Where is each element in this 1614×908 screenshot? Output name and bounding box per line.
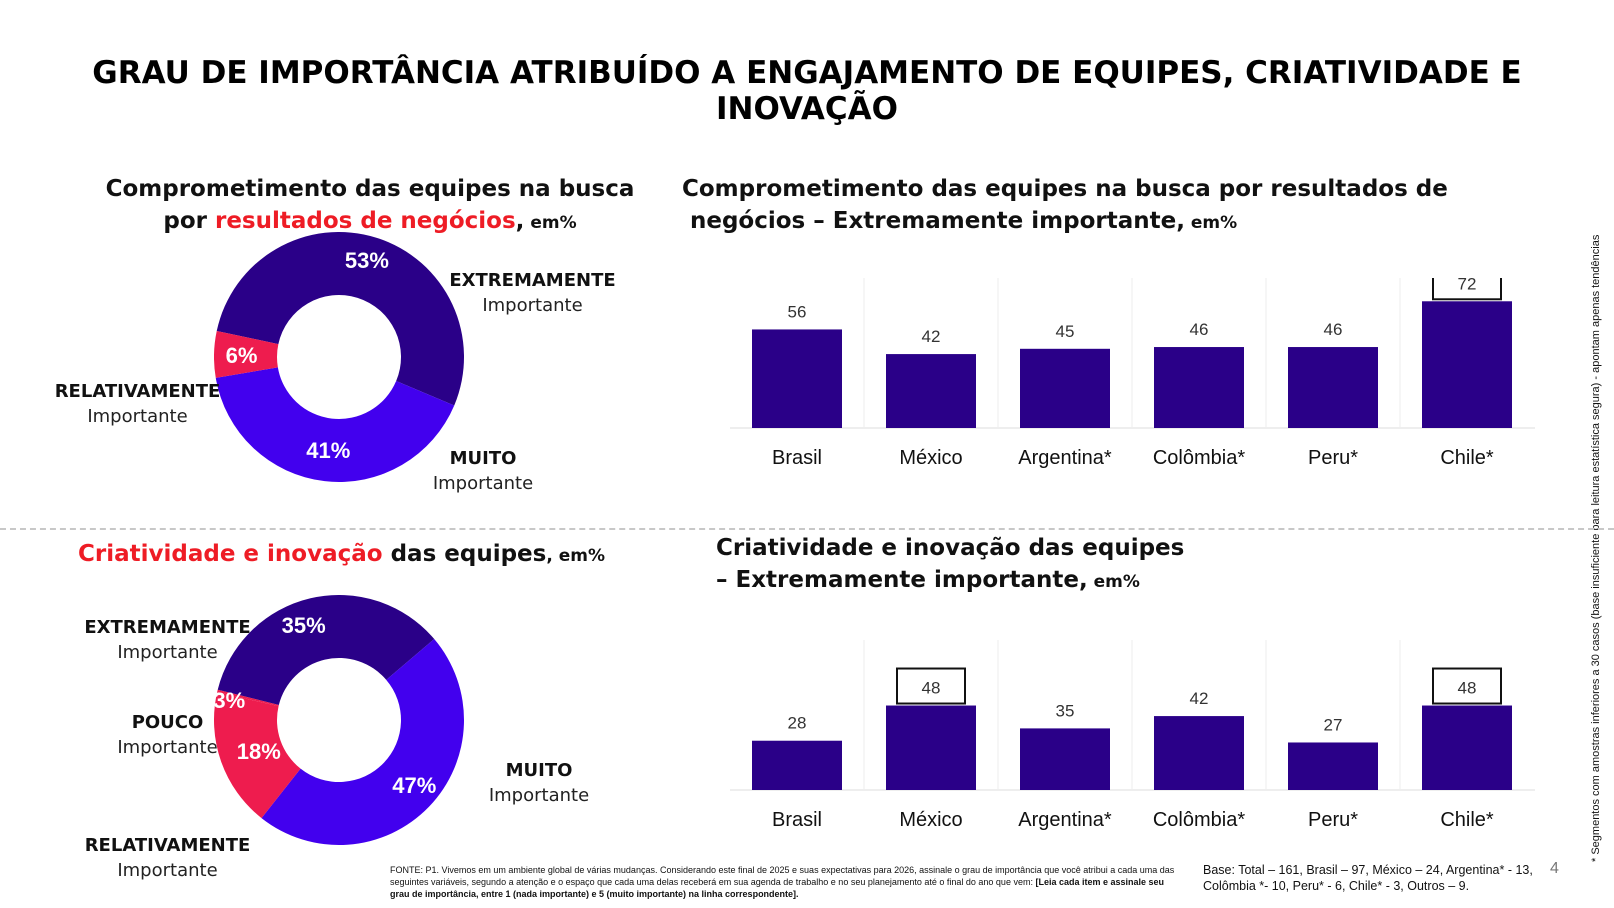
bars1-title-line1: Comprometimento das equipes na busca por… xyxy=(682,176,1448,202)
donut2-slice-2 xyxy=(214,692,301,819)
bars2-title-line2: – Extremamente importante, em% xyxy=(716,567,1140,593)
donut2-slice-3 xyxy=(217,689,279,707)
bars2-title: Criatividade e inovação das equipes – Ex… xyxy=(716,532,1516,598)
bars2-bar-4 xyxy=(1288,742,1378,790)
bars2-bar-5 xyxy=(1422,705,1512,790)
bars1-category-label-1: México xyxy=(899,447,962,469)
bars1-highlight-box-5 xyxy=(1432,278,1502,301)
donut2-slice-label-3: 0,3% xyxy=(214,688,245,713)
donut1-slice-label-2: 6% xyxy=(226,343,258,368)
donut1-slice-2 xyxy=(214,331,279,378)
bars2-category-label-1: México xyxy=(899,809,962,831)
bars1-title-line2: negócios – Extremamente importante, em% xyxy=(690,208,1238,234)
bars1-category-label-0: Brasil xyxy=(772,447,822,469)
donut1-title-highlight: resultados de negócios xyxy=(214,208,516,234)
bars2-category-label-0: Brasil xyxy=(772,809,822,831)
bars1-bar-4 xyxy=(1288,347,1378,428)
bars1-bar-2 xyxy=(1020,348,1110,428)
donut2-slice-label-0: 35% xyxy=(282,613,326,638)
donut1-slice-1 xyxy=(215,367,455,482)
donut1-title-line2: por resultados de negócios, em% xyxy=(163,208,577,234)
bars2-value-label-1: 48 xyxy=(922,679,941,698)
bars1-chart: 56 Brasil 42 México 45 Argentina* 46 Colômbia* 4… xyxy=(730,278,1535,469)
donut1-slice-0 xyxy=(216,232,464,406)
bars2-value-label-4: 27 xyxy=(1324,715,1343,734)
bars2-bar-3 xyxy=(1154,716,1244,790)
bars1-title: Comprometimento das equipes na busca por… xyxy=(682,173,1522,239)
bars2-bar-2 xyxy=(1020,728,1110,790)
donut1-label-muito: MUITO Importante xyxy=(432,448,534,494)
section-divider xyxy=(0,528,1614,530)
donut1-title-line1: Comprometimento das equipes na busca xyxy=(105,176,635,202)
bars2-bar-1 xyxy=(886,705,976,790)
side-note: * Segmentos com amostras inferiores a 30… xyxy=(1590,234,1602,862)
base-note: Base: Total – 161, Brasil – 97, México –… xyxy=(1203,863,1533,893)
donut1-chart: 53% 41% 6% xyxy=(214,232,464,482)
bars1-bar-1 xyxy=(886,354,976,428)
bars2-highlight-box-1 xyxy=(896,667,966,705)
bars1-value-label-5: 72 xyxy=(1458,278,1477,293)
bars1-category-label-3: Colômbia* xyxy=(1153,447,1245,469)
donut2-label-relativamente: RELATIVAMENTE Importante xyxy=(84,835,251,881)
donut1-slice-label-0: 53% xyxy=(345,248,389,273)
bars1-bar-0 xyxy=(752,329,842,428)
source-footnote: FONTE: P1. Vivemos em um ambiente global… xyxy=(390,865,1175,899)
donut2-slice-1 xyxy=(261,639,465,846)
donut1-slice-label-1: 41% xyxy=(306,438,350,463)
bars1-category-label-4: Peru* xyxy=(1308,447,1358,469)
donut2-label-extremamente: EXTREMAMENTE Importante xyxy=(84,617,251,663)
bars2-category-label-5: Chile* xyxy=(1440,809,1494,831)
donut2-slice-0 xyxy=(217,595,435,706)
page-title: GRAU DE IMPORTÂNCIA ATRIBUÍDO A ENGAJAME… xyxy=(92,55,1522,127)
donut1-label-relativamente: RELATIVAMENTE Importante xyxy=(54,381,221,427)
donut1-title: Comprometimento das equipes na busca por… xyxy=(70,173,670,239)
bars1-bar-5 xyxy=(1422,301,1512,428)
donut2-slice-label-2: 18% xyxy=(237,739,281,764)
bars2-chart: 28 Brasil 48 México 35 Argentina* 42 Colômbia* 2… xyxy=(730,640,1535,831)
bars1-value-label-2: 45 xyxy=(1056,322,1075,341)
bars2-title-line1: Criatividade e inovação das equipes xyxy=(716,535,1185,561)
bars2-value-label-3: 42 xyxy=(1190,689,1209,708)
bars2-highlight-box-5 xyxy=(1432,667,1502,705)
bars2-value-label-0: 28 xyxy=(788,714,807,733)
bars2-value-label-5: 48 xyxy=(1458,679,1477,698)
bars1-category-label-2: Argentina* xyxy=(1018,447,1112,469)
bars2-value-label-2: 35 xyxy=(1056,701,1075,720)
donut2-label-pouco: POUCO Importante xyxy=(117,712,218,758)
bars1-value-label-0: 56 xyxy=(788,302,807,321)
donut2-chart: 35% 47% 18% 0,3% xyxy=(214,595,465,846)
donut2-title-highlight: Criatividade e inovação xyxy=(78,541,383,567)
donut1-label-extremamente: EXTREMAMENTE Importante xyxy=(449,270,616,316)
donut2-title: Criatividade e inovação das equipes, em% xyxy=(78,541,605,567)
bars1-value-label-3: 46 xyxy=(1190,320,1209,339)
bars2-category-label-3: Colômbia* xyxy=(1153,809,1245,831)
page-number: 4 xyxy=(1550,860,1559,877)
donut2-slice-label-1: 47% xyxy=(392,773,436,798)
bars2-bar-0 xyxy=(752,740,842,790)
bars1-category-label-5: Chile* xyxy=(1440,447,1494,469)
bars2-category-label-2: Argentina* xyxy=(1018,809,1112,831)
bars2-category-label-4: Peru* xyxy=(1308,809,1358,831)
donut2-label-muito: MUITO Importante xyxy=(488,760,590,806)
bars1-value-label-1: 42 xyxy=(922,327,941,346)
bars1-bar-3 xyxy=(1154,347,1244,428)
bars1-value-label-4: 46 xyxy=(1324,320,1343,339)
